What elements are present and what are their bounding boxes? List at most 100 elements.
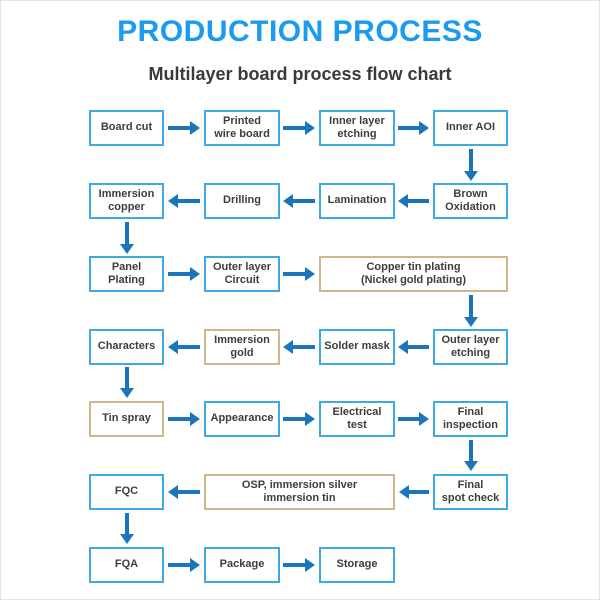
arrow-right-icon: [398, 412, 429, 426]
node-electrical-test: Electrical test: [319, 401, 395, 437]
arrow-head-icon: [305, 121, 315, 135]
arrow-shaft: [125, 222, 129, 244]
arrow-head-icon: [120, 534, 134, 544]
node-appearance: Appearance: [204, 401, 280, 437]
arrow-head-icon: [190, 121, 200, 135]
node-brown-oxidation: Brown Oxidation: [433, 183, 508, 219]
arrow-shaft: [178, 199, 200, 203]
arrow-shaft: [408, 199, 429, 203]
arrow-shaft: [398, 126, 419, 130]
arrow-left-icon: [283, 340, 315, 354]
node-tin-spray: Tin spray: [89, 401, 164, 437]
arrow-down-icon: [464, 440, 478, 471]
arrow-left-icon: [399, 485, 429, 499]
arrow-left-icon: [283, 194, 315, 208]
arrow-head-icon: [283, 194, 293, 208]
node-immersion-copper: Immersion copper: [89, 183, 164, 219]
arrow-right-icon: [168, 558, 200, 572]
arrow-left-icon: [168, 485, 200, 499]
arrow-right-icon: [168, 412, 200, 426]
arrow-head-icon: [120, 244, 134, 254]
arrow-right-icon: [398, 121, 429, 135]
arrow-shaft: [293, 345, 315, 349]
arrow-head-icon: [168, 485, 178, 499]
node-fqc: FQC: [89, 474, 164, 510]
arrow-head-icon: [190, 558, 200, 572]
node-final-spot-check: Final spot check: [433, 474, 508, 510]
arrow-head-icon: [464, 461, 478, 471]
arrow-shaft: [168, 563, 190, 567]
arrow-right-icon: [283, 558, 315, 572]
arrow-left-icon: [398, 340, 429, 354]
arrow-shaft: [293, 199, 315, 203]
node-fqa: FQA: [89, 547, 164, 583]
node-outer-layer-etching: Outer layer etching: [433, 329, 508, 365]
arrow-head-icon: [120, 388, 134, 398]
arrow-down-icon: [120, 513, 134, 544]
node-outer-layer-circuit: Outer layer Circuit: [204, 256, 280, 292]
arrow-head-icon: [305, 558, 315, 572]
arrow-shaft: [125, 367, 129, 388]
arrow-left-icon: [168, 194, 200, 208]
arrow-head-icon: [464, 317, 478, 327]
node-final-inspection: Final inspection: [433, 401, 508, 437]
node-lamination: Lamination: [319, 183, 395, 219]
arrow-shaft: [168, 126, 190, 130]
arrow-head-icon: [168, 194, 178, 208]
node-inner-aoi: Inner AOI: [433, 110, 508, 146]
arrow-head-icon: [398, 340, 408, 354]
arrow-head-icon: [305, 412, 315, 426]
node-characters: Characters: [89, 329, 164, 365]
arrow-left-icon: [168, 340, 200, 354]
arrow-shaft: [408, 345, 429, 349]
node-drilling: Drilling: [204, 183, 280, 219]
node-package: Package: [204, 547, 280, 583]
arrow-right-icon: [283, 121, 315, 135]
arrow-shaft: [283, 126, 305, 130]
arrow-shaft: [398, 417, 419, 421]
arrow-shaft: [469, 440, 473, 461]
node-panel-plating: Panel Plating: [89, 256, 164, 292]
arrow-head-icon: [283, 340, 293, 354]
arrow-head-icon: [305, 267, 315, 281]
arrow-down-icon: [464, 149, 478, 181]
arrow-shaft: [178, 345, 200, 349]
arrow-right-icon: [168, 121, 200, 135]
arrow-shaft: [283, 272, 305, 276]
arrow-shaft: [409, 490, 429, 494]
arrow-down-icon: [120, 367, 134, 398]
node-board-cut: Board cut: [89, 110, 164, 146]
arrow-head-icon: [419, 412, 429, 426]
arrow-shaft: [168, 417, 190, 421]
node-solder-mask: Solder mask: [319, 329, 395, 365]
arrow-shaft: [168, 272, 190, 276]
arrow-right-icon: [168, 267, 200, 281]
arrow-down-icon: [464, 295, 478, 327]
arrow-head-icon: [190, 267, 200, 281]
arrow-shaft: [283, 563, 305, 567]
arrow-down-icon: [120, 222, 134, 254]
page-title: PRODUCTION PROCESS: [117, 15, 483, 48]
arrow-head-icon: [399, 485, 409, 499]
arrow-head-icon: [464, 171, 478, 181]
arrow-left-icon: [398, 194, 429, 208]
node-inner-layer-etching: Inner layer etching: [319, 110, 395, 146]
arrow-head-icon: [419, 121, 429, 135]
arrow-head-icon: [190, 412, 200, 426]
arrow-head-icon: [168, 340, 178, 354]
node-osp-immersion: OSP, immersion silver immersion tin: [204, 474, 395, 510]
node-copper-tin-plating: Copper tin plating (Nickel gold plating): [319, 256, 508, 292]
node-storage: Storage: [319, 547, 395, 583]
arrow-shaft: [125, 513, 129, 534]
arrow-shaft: [469, 149, 473, 171]
arrow-right-icon: [283, 267, 315, 281]
node-printed-wire-board: Printed wire board: [204, 110, 280, 146]
arrow-head-icon: [398, 194, 408, 208]
node-immersion-gold: Immersion gold: [204, 329, 280, 365]
arrow-shaft: [178, 490, 200, 494]
arrow-shaft: [283, 417, 305, 421]
arrow-right-icon: [283, 412, 315, 426]
chart-subtitle: Multilayer board process flow chart: [148, 64, 452, 84]
arrow-shaft: [469, 295, 473, 317]
